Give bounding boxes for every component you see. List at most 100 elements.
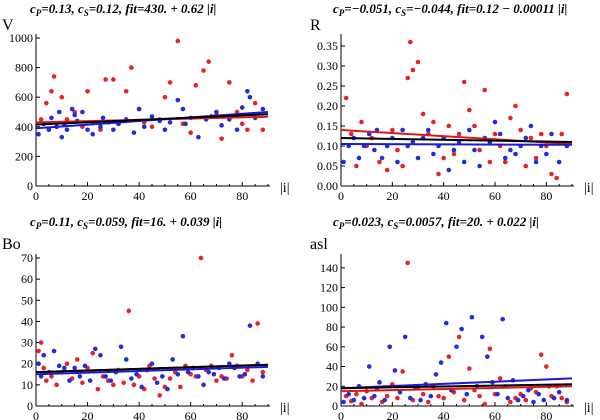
data-point-blue [98, 124, 103, 130]
y-axis-label: V [2, 17, 14, 34]
data-point-red [44, 100, 49, 106]
data-point-red [549, 171, 554, 177]
y-tick-label: 80 [326, 320, 338, 334]
data-point-red [487, 159, 493, 165]
series-red [38, 38, 266, 141]
data-point-red [250, 378, 255, 383]
data-point-red [508, 399, 513, 405]
data-point-red [482, 401, 488, 407]
data-point-red [384, 167, 390, 173]
data-point-blue [479, 334, 485, 340]
x-tick-label: 60 [185, 409, 197, 420]
data-point-blue [196, 134, 201, 140]
data-point-red [167, 376, 173, 381]
data-point-red [198, 255, 204, 261]
fit-line-black [35, 113, 269, 126]
x-tick-label: 0 [338, 189, 344, 203]
data-point-red [64, 361, 70, 367]
data-point-blue [549, 131, 554, 137]
data-point-blue [438, 360, 444, 365]
data-point-blue [64, 127, 70, 133]
data-point-red [441, 395, 446, 401]
data-point-blue [387, 344, 393, 350]
data-point-blue [541, 397, 547, 403]
data-point-red [446, 354, 452, 359]
data-point-blue [459, 326, 464, 332]
data-point-red [348, 131, 354, 137]
data-point-red [420, 391, 426, 397]
data-point-red [492, 131, 498, 137]
data-point-red [456, 131, 462, 137]
data-point-red [162, 94, 168, 100]
data-point-blue [502, 155, 508, 161]
data-point-red [461, 79, 467, 85]
data-point-blue [341, 399, 346, 405]
y-tick-label: 20 [21, 357, 33, 371]
data-point-red [260, 127, 266, 133]
fit-line-blue [35, 365, 269, 376]
data-point-red [59, 94, 65, 100]
panel-2: cP=−0.051, cS=−0.044, fit=0.12 − 0.00011… [310, 1, 594, 203]
title-part: =−0.051, [344, 1, 395, 16]
data-point-blue [425, 127, 431, 133]
x-tick-label: 80 [236, 409, 248, 420]
data-point-blue [508, 147, 513, 153]
data-point-blue [544, 151, 549, 157]
y-tick-label: 120 [320, 281, 338, 295]
y-tick-label: 20 [326, 379, 338, 393]
x-tick-label: 40 [133, 189, 145, 203]
data-point-blue [211, 371, 217, 377]
x-tick-label: 60 [489, 189, 501, 203]
title-part: S [401, 8, 406, 18]
fit-line-blue [340, 143, 573, 146]
data-point-red [260, 369, 266, 375]
data-point-blue [536, 391, 541, 397]
data-point-red [49, 88, 54, 94]
data-point-blue [395, 159, 400, 165]
data-point-blue [139, 384, 144, 390]
data-point-blue [461, 159, 467, 165]
data-point-red [508, 115, 513, 121]
data-point-blue [56, 363, 62, 369]
fit-line-black [340, 383, 573, 390]
data-point-blue [451, 147, 457, 153]
data-point-red [441, 155, 446, 161]
data-point-blue [180, 106, 186, 112]
y-tick-label: 140 [320, 261, 338, 275]
data-point-red [157, 393, 163, 398]
data-point-red [528, 135, 534, 141]
y-tick-label: 70 [21, 251, 33, 265]
data-point-red [400, 163, 405, 169]
y-axis-label: Bo [2, 236, 21, 253]
x-tick-label: 20 [82, 409, 94, 420]
title-part: c [77, 214, 83, 229]
data-point-red [538, 352, 544, 357]
data-point-red [152, 376, 157, 381]
title-part: P [339, 8, 345, 18]
data-point-red [121, 380, 126, 386]
y-tick-label: 0 [27, 399, 33, 413]
data-point-blue [428, 393, 434, 399]
data-point-blue [77, 374, 83, 379]
data-point-blue [408, 395, 413, 401]
data-point-blue [69, 106, 75, 112]
data-point-blue [379, 155, 385, 161]
data-point-red [239, 121, 245, 127]
y-tick-label: 60 [21, 272, 33, 286]
data-point-red [111, 77, 116, 82]
data-point-blue [98, 352, 103, 358]
data-point-red [405, 75, 411, 81]
data-point-red [420, 111, 426, 117]
data-point-blue [201, 382, 206, 388]
data-point-blue [523, 135, 529, 141]
title-part: =0.0057, fit=20. + 0.022 |i| [398, 214, 539, 229]
data-point-blue [366, 131, 372, 137]
data-point-red [477, 147, 482, 153]
data-point-blue [123, 357, 129, 362]
data-point-blue [141, 124, 147, 130]
data-point-blue [239, 105, 245, 110]
data-point-blue [214, 109, 219, 115]
data-point-red [188, 130, 193, 136]
data-point-red [49, 374, 54, 379]
